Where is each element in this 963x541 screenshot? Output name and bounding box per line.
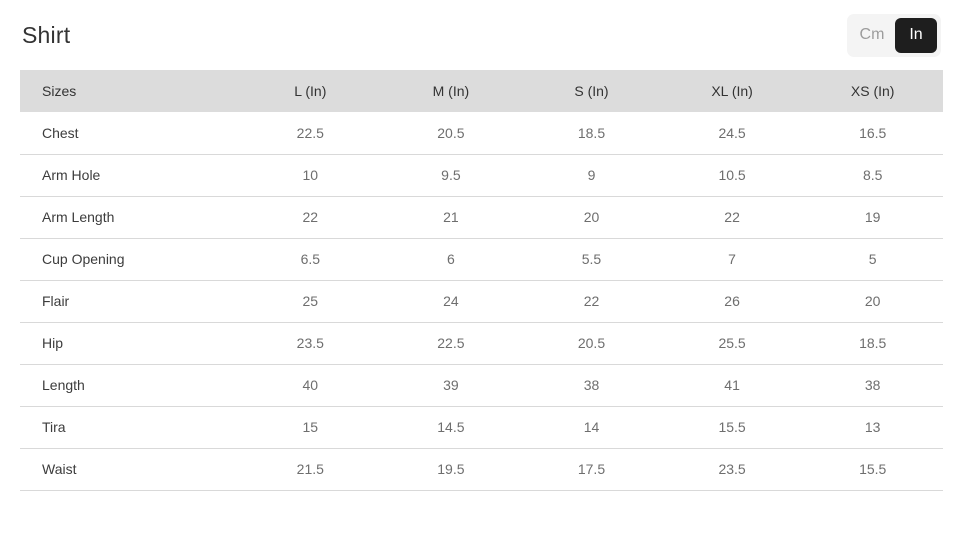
size-value: 15 xyxy=(240,406,381,449)
table-row: Chest 22.5 20.5 18.5 24.5 16.5 xyxy=(20,112,943,155)
size-value: 41 xyxy=(661,364,803,407)
size-value: 15.5 xyxy=(661,406,803,449)
table-row: Flair 25 24 22 26 20 xyxy=(20,280,943,323)
size-value: 5 xyxy=(802,238,943,281)
measurement-label: Length xyxy=(20,364,240,407)
size-value: 22 xyxy=(521,280,662,323)
column-header-m: M (In) xyxy=(380,70,522,112)
size-value: 22 xyxy=(240,196,381,239)
size-value: 18.5 xyxy=(521,112,662,155)
size-value: 13 xyxy=(802,406,943,449)
size-value: 19.5 xyxy=(380,448,522,491)
size-value: 9 xyxy=(521,154,662,197)
size-chart-table: Sizes L (In) M (In) S (In) XL (In) XS (I… xyxy=(20,70,943,491)
size-value: 15.5 xyxy=(802,448,943,491)
size-value: 22 xyxy=(661,196,803,239)
measurement-label: Arm Hole xyxy=(20,154,240,197)
page-title: Shirt xyxy=(22,21,71,48)
size-value: 14.5 xyxy=(380,406,522,449)
size-value: 23.5 xyxy=(240,322,381,365)
measurement-label: Arm Length xyxy=(20,196,240,239)
size-value: 6.5 xyxy=(240,238,381,281)
size-value: 22.5 xyxy=(240,112,381,155)
size-value: 20 xyxy=(521,196,662,239)
measurement-label: Flair xyxy=(20,280,240,323)
table-row: Tira 15 14.5 14 15.5 13 xyxy=(20,406,943,449)
size-value: 23.5 xyxy=(661,448,803,491)
measurement-label: Hip xyxy=(20,322,240,365)
table-row: Waist 21.5 19.5 17.5 23.5 15.5 xyxy=(20,448,943,491)
size-value: 40 xyxy=(240,364,381,407)
table-row: Hip 23.5 22.5 20.5 25.5 18.5 xyxy=(20,322,943,365)
column-header-xs: XS (In) xyxy=(802,70,943,112)
size-value: 38 xyxy=(802,364,943,407)
column-header-sizes: Sizes xyxy=(20,70,240,112)
measurement-label: Waist xyxy=(20,448,240,491)
cm-toggle-button[interactable]: Cm xyxy=(851,18,893,53)
column-header-xl: XL (In) xyxy=(661,70,803,112)
size-value: 6 xyxy=(380,238,522,281)
size-value: 39 xyxy=(380,364,522,407)
measurement-label: Tira xyxy=(20,406,240,449)
column-header-l: L (In) xyxy=(240,70,381,112)
size-value: 21.5 xyxy=(240,448,381,491)
column-header-s: S (In) xyxy=(521,70,662,112)
size-value: 24.5 xyxy=(661,112,803,155)
size-value: 7 xyxy=(661,238,803,281)
size-value: 38 xyxy=(521,364,662,407)
size-value: 18.5 xyxy=(802,322,943,365)
size-value: 20 xyxy=(802,280,943,323)
size-value: 20.5 xyxy=(521,322,662,365)
topbar: Shirt Cm In xyxy=(0,0,963,70)
size-value: 25.5 xyxy=(661,322,803,365)
size-value: 19 xyxy=(802,196,943,239)
size-value: 20.5 xyxy=(380,112,522,155)
table-row: Arm Hole 10 9.5 9 10.5 8.5 xyxy=(20,154,943,197)
table-header-row: Sizes L (In) M (In) S (In) XL (In) XS (I… xyxy=(20,70,943,112)
table-row: Cup Opening 6.5 6 5.5 7 5 xyxy=(20,238,943,281)
size-value: 5.5 xyxy=(521,238,662,281)
size-value: 10 xyxy=(240,154,381,197)
size-value: 24 xyxy=(380,280,522,323)
size-value: 21 xyxy=(380,196,522,239)
size-value: 22.5 xyxy=(380,322,522,365)
size-value: 25 xyxy=(240,280,381,323)
size-value: 9.5 xyxy=(380,154,522,197)
size-value: 17.5 xyxy=(521,448,662,491)
size-value: 26 xyxy=(661,280,803,323)
measurement-label: Chest xyxy=(20,112,240,155)
size-value: 10.5 xyxy=(661,154,803,197)
size-value: 8.5 xyxy=(802,154,943,197)
table-row: Length 40 39 38 41 38 xyxy=(20,364,943,407)
size-value: 16.5 xyxy=(802,112,943,155)
unit-toggle: Cm In xyxy=(847,13,941,57)
table-row: Arm Length 22 21 20 22 19 xyxy=(20,196,943,239)
in-toggle-button[interactable]: In xyxy=(895,17,937,53)
size-value: 14 xyxy=(521,406,662,449)
measurement-label: Cup Opening xyxy=(20,238,240,281)
